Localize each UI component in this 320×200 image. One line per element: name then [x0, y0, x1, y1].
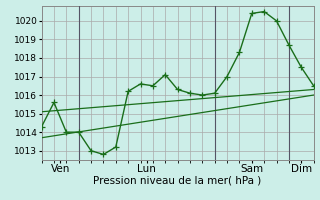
X-axis label: Pression niveau de la mer( hPa ): Pression niveau de la mer( hPa ) [93, 176, 262, 186]
